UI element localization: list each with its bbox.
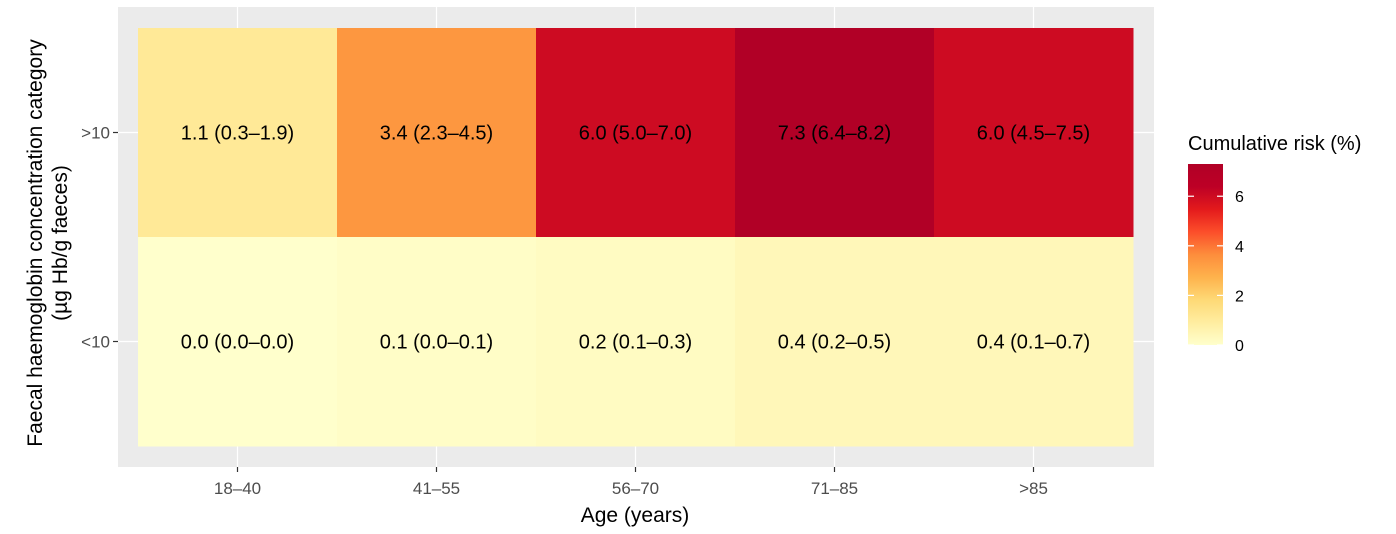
legend-tick-label: 2 xyxy=(1235,288,1244,305)
legend-colorbar xyxy=(1188,164,1223,345)
heatmap-cell xyxy=(536,237,736,447)
cell-label: 0.4 (0.2–0.5) xyxy=(778,332,891,354)
y-axis-ticks: >10 <10 xyxy=(81,124,118,352)
x-tick-label: 41–55 xyxy=(413,479,460,498)
cell-label: 7.3 (6.4–8.2) xyxy=(778,123,891,145)
cell-label: 6.0 (4.5–7.5) xyxy=(977,123,1090,145)
cell-label: 0.0 (0.0–0.0) xyxy=(181,332,294,354)
y-tick-label: >10 xyxy=(81,124,110,143)
heatmap-cell xyxy=(337,237,537,447)
y-tick-label: <10 xyxy=(81,333,110,352)
legend-tick-label: 6 xyxy=(1235,189,1244,206)
x-axis-ticks: 18–40 41–55 56–70 71–85 >85 xyxy=(214,467,1048,498)
heatmap-cell xyxy=(337,28,537,238)
cell-labels: 1.1 (0.3–1.9) 3.4 (2.3–4.5) 6.0 (5.0–7.0) 7… xyxy=(181,123,1090,354)
y-axis-title-line1: Faecal haemoglobin concentration categor… xyxy=(24,39,47,447)
legend-tick-label: 0 xyxy=(1235,338,1244,355)
heatmap-cell xyxy=(138,237,338,447)
heatmap-cells xyxy=(138,28,1134,447)
heatmap-cell xyxy=(934,28,1134,238)
x-tick-label: 71–85 xyxy=(811,479,858,498)
x-axis-title: Age (years) xyxy=(581,504,690,527)
x-tick-label: 56–70 xyxy=(612,479,659,498)
x-tick-label: >85 xyxy=(1019,479,1048,498)
y-axis-title-line2: (µg Hb/g faeces) xyxy=(49,165,72,321)
cell-label: 6.0 (5.0–7.0) xyxy=(579,123,692,145)
cell-label: 1.1 (0.3–1.9) xyxy=(181,123,294,145)
legend-tick-label: 4 xyxy=(1235,239,1244,256)
heatmap-cell xyxy=(138,28,338,238)
y-axis-title: Faecal haemoglobin concentration categor… xyxy=(24,39,72,447)
cell-label: 0.1 (0.0–0.1) xyxy=(380,332,493,354)
x-tick-label: 18–40 xyxy=(214,479,261,498)
heatmap-cell xyxy=(735,28,935,238)
legend: Cumulative risk (%) 0 2 4 6 xyxy=(1188,133,1361,355)
cell-label: 3.4 (2.3–4.5) xyxy=(380,123,493,145)
heatmap-cell xyxy=(735,237,935,447)
heatmap-cell xyxy=(536,28,736,238)
heatmap-cell xyxy=(934,237,1134,447)
cell-label: 0.4 (0.1–0.7) xyxy=(977,332,1090,354)
cell-label: 0.2 (0.1–0.3) xyxy=(579,332,692,354)
legend-title: Cumulative risk (%) xyxy=(1188,133,1361,155)
legend-ticks: 0 2 4 6 xyxy=(1188,189,1244,355)
